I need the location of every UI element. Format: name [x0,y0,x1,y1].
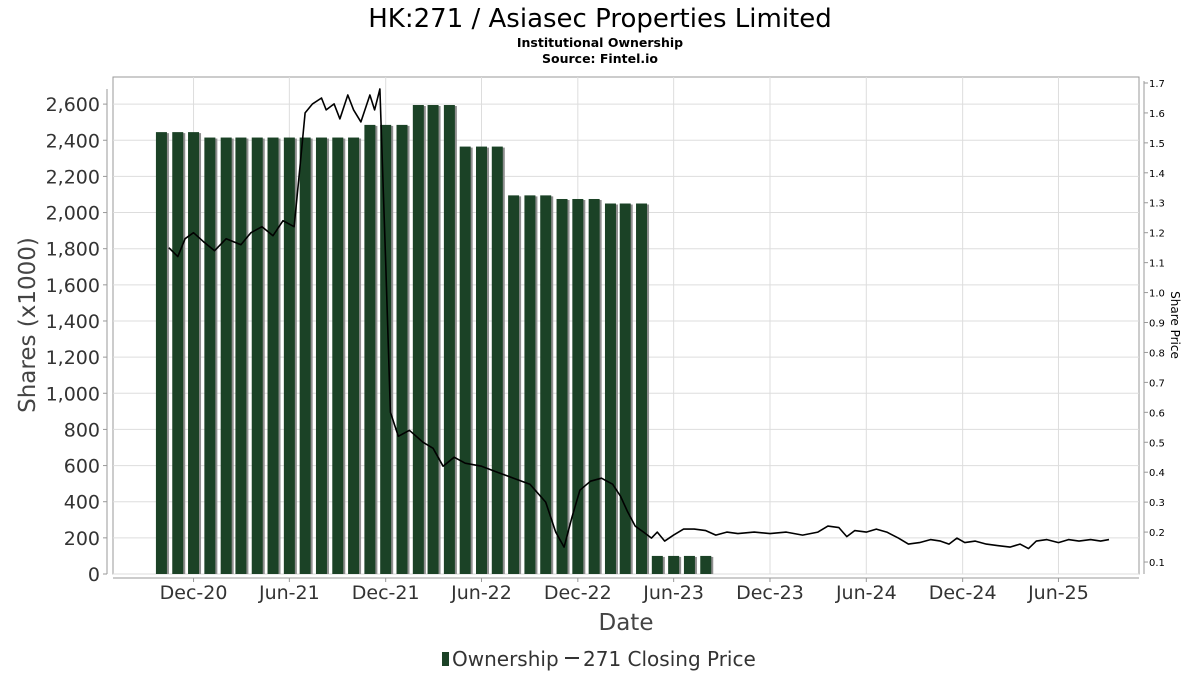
price-line [168,88,1110,550]
x-tick-label: Dec-23 [736,582,804,604]
ownership-bar [508,195,520,575]
ownership-bar [683,555,695,574]
chart-title: HK:271 / Asiasec Properties Limited [368,4,831,34]
y-tick-label: 2,400 [46,130,100,152]
secondary-y-tick-label: 0.4 [1149,468,1165,479]
y-tick-label: 1,200 [46,347,100,369]
ownership-bar [188,132,200,574]
secondary-y-tick-label: 1.7 [1149,79,1165,90]
ownership-bar [588,198,600,574]
y-tick-label: 2,200 [46,166,100,188]
ownership-bar [491,146,503,574]
x-tick-label: Jun-25 [1027,582,1089,604]
ownership-bar [556,198,568,574]
x-tick-label: Jun-23 [642,582,704,604]
ownership-bar [668,555,680,574]
ownership-bar [475,146,487,574]
secondary-y-tick-label: 0.1 [1149,558,1165,569]
secondary-y-tick-label: 1.0 [1149,289,1165,300]
legend-ownership-swatch [442,652,449,666]
x-tick-label: Jun-21 [258,582,320,604]
x-tick-label: Dec-24 [929,582,997,604]
ownership-bar [540,195,552,575]
ownership-bar [412,105,424,574]
x-tick-label: Jun-22 [450,582,512,604]
y-axis: 0 200 400 600 800 1,000 1,200 1,400 1,600 1,800 2,… [46,89,108,586]
ownership-bar [364,124,376,574]
ownership-bar [332,137,344,574]
y-tick-label: 1,000 [46,383,100,405]
ownership-bar [443,105,455,574]
ownership-bar [299,137,311,574]
price-line-path [168,88,1110,550]
secondary-y-tick-label: 0.7 [1149,378,1165,389]
secondary-y-tick-label: 1.5 [1149,139,1165,150]
ownership-bar [619,203,631,574]
ownership-bar [348,137,360,574]
y-tick-label: 400 [64,492,100,514]
y-tick-label: 600 [64,456,100,478]
ownership-bar [651,555,663,574]
ownership-bar [396,124,408,574]
secondary-y-axis-label: Share Price [1168,291,1182,359]
secondary-y-tick-label: 0.3 [1149,498,1165,509]
ownership-bar [283,137,295,574]
x-tick-label: Dec-20 [160,582,228,604]
secondary-y-axis: 0.1 0.2 0.3 0.4 0.5 0.6 0.7 0.8 0.9 1.0 1.1 1.2 1.3 1… [1143,79,1165,574]
y-tick-label: 2,000 [46,203,100,225]
secondary-y-tick-label: 0.8 [1149,348,1165,359]
secondary-y-tick-label: 1.2 [1149,229,1165,240]
x-tick-label: Dec-21 [352,582,420,604]
x-axis: Dec-20 Jun-21 Dec-21 Jun-22 Dec-22 Jun-23 Dec-… [113,577,1139,604]
ownership-bar [315,137,327,574]
ownership-bar [459,146,471,574]
ownership-bar [251,137,263,574]
y-axis-label: Shares (x1000) [15,237,41,413]
x-axis-label: Date [599,610,654,636]
legend: Ownership 271 Closing Price [442,647,756,671]
ownership-bar [636,203,648,574]
chart-source: Source: Fintel.io [542,51,658,66]
ownership-bar [700,555,712,574]
y-tick-label: 800 [64,419,100,441]
y-tick-label: 2,600 [46,94,100,116]
y-tick-label: 0 [88,564,100,586]
y-tick-label: 1,800 [46,239,100,261]
ownership-bar [235,137,247,574]
secondary-y-tick-label: 1.4 [1149,169,1165,180]
y-tick-label: 1,400 [46,311,100,333]
ownership-bar [572,198,584,574]
x-tick-label: Dec-22 [544,582,612,604]
secondary-y-tick-label: 0.2 [1149,528,1165,539]
legend-ownership-label: Ownership [452,647,559,671]
ownership-bar [155,132,167,574]
ownership-bar [524,195,536,575]
legend-price-label: 271 Closing Price [583,647,756,671]
ownership-bar [604,203,616,574]
secondary-y-tick-label: 0.5 [1149,438,1165,449]
secondary-y-tick-label: 0.9 [1149,319,1165,330]
ownership-bar [172,132,184,574]
secondary-y-tick-label: 1.6 [1149,109,1165,120]
y-tick-label: 200 [64,528,100,550]
y-tick-label: 1,600 [46,275,100,297]
ownership-bar [427,105,439,574]
ownership-bar [204,137,216,574]
secondary-y-tick-label: 1.3 [1149,199,1165,210]
chart-subtitle: Institutional Ownership [517,35,683,50]
x-tick-label: Jun-24 [835,582,897,604]
ownership-bar [380,124,392,574]
ownership-bar [267,137,279,574]
secondary-y-tick-label: 1.1 [1149,259,1165,270]
ownership-bar [220,137,232,574]
secondary-y-tick-label: 0.6 [1149,408,1165,419]
